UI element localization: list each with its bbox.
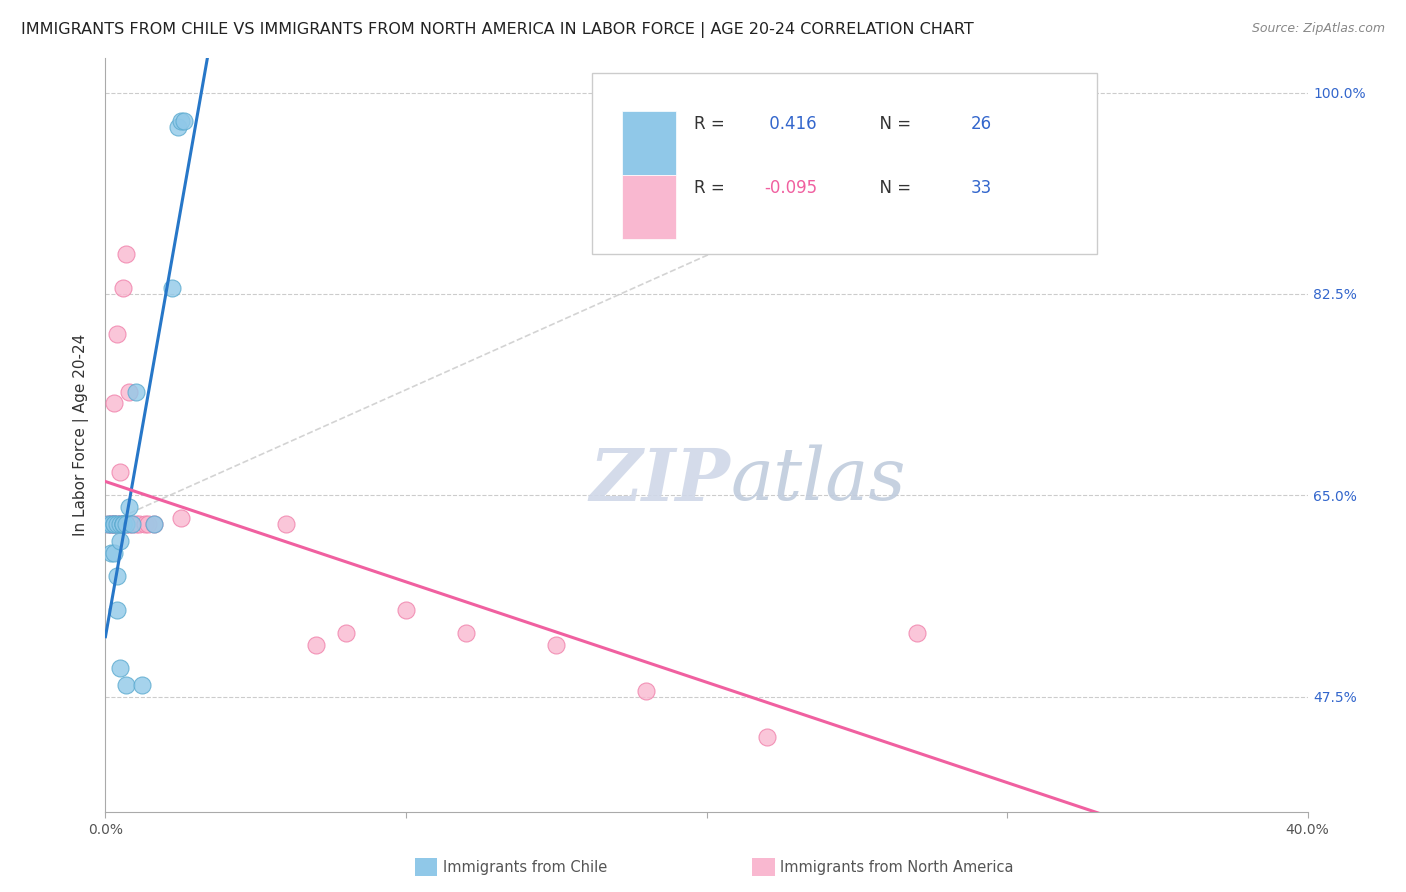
Text: 26: 26 bbox=[972, 114, 993, 133]
Point bbox=[112, 516, 135, 531]
Point bbox=[128, 516, 150, 531]
Point bbox=[97, 516, 120, 531]
Point bbox=[121, 516, 143, 531]
Point bbox=[110, 516, 132, 531]
Point bbox=[107, 516, 129, 531]
Text: atlas: atlas bbox=[731, 445, 905, 516]
Point bbox=[110, 516, 132, 531]
Point bbox=[112, 281, 135, 295]
Point bbox=[110, 516, 132, 531]
Point bbox=[136, 516, 159, 531]
Point bbox=[335, 626, 357, 640]
Text: ZIP: ZIP bbox=[589, 444, 731, 516]
Point bbox=[166, 120, 188, 134]
Text: 0.416: 0.416 bbox=[765, 114, 817, 133]
Point bbox=[118, 516, 141, 531]
Point bbox=[103, 546, 125, 560]
Point bbox=[110, 661, 132, 675]
Point bbox=[110, 465, 132, 479]
Point bbox=[905, 626, 928, 640]
Point bbox=[103, 516, 125, 531]
Text: N =: N = bbox=[869, 178, 917, 196]
Point bbox=[103, 516, 125, 531]
Point bbox=[124, 516, 146, 531]
Point bbox=[142, 516, 165, 531]
Y-axis label: In Labor Force | Age 20-24: In Labor Force | Age 20-24 bbox=[73, 334, 90, 536]
Point bbox=[274, 516, 297, 531]
Point bbox=[142, 516, 165, 531]
Text: Source: ZipAtlas.com: Source: ZipAtlas.com bbox=[1251, 22, 1385, 36]
Point bbox=[305, 638, 328, 652]
Point bbox=[100, 516, 122, 531]
Point bbox=[107, 603, 129, 617]
Point bbox=[115, 516, 138, 531]
Bar bbox=[623, 111, 676, 175]
Text: -0.095: -0.095 bbox=[765, 178, 817, 196]
Point bbox=[103, 516, 125, 531]
Point bbox=[169, 511, 191, 525]
Point bbox=[97, 516, 120, 531]
Text: Immigrants from North America: Immigrants from North America bbox=[780, 860, 1014, 874]
Point bbox=[636, 684, 658, 698]
Point bbox=[173, 114, 195, 128]
Point bbox=[112, 516, 135, 531]
Point bbox=[100, 516, 122, 531]
Point bbox=[131, 678, 153, 692]
Point bbox=[134, 516, 156, 531]
Text: Immigrants from Chile: Immigrants from Chile bbox=[443, 860, 607, 874]
Text: R =: R = bbox=[695, 178, 731, 196]
Text: 33: 33 bbox=[972, 178, 993, 196]
Text: N =: N = bbox=[869, 114, 917, 133]
Point bbox=[100, 516, 122, 531]
Point bbox=[115, 516, 138, 531]
Point bbox=[115, 678, 138, 692]
Point bbox=[115, 246, 138, 260]
Point bbox=[454, 626, 477, 640]
Point bbox=[169, 114, 191, 128]
Point bbox=[124, 384, 146, 399]
Point bbox=[103, 396, 125, 410]
Point bbox=[107, 516, 129, 531]
Point bbox=[395, 603, 418, 617]
Point bbox=[112, 516, 135, 531]
Point bbox=[100, 546, 122, 560]
Point bbox=[112, 516, 135, 531]
Point bbox=[103, 516, 125, 531]
Point bbox=[160, 281, 183, 295]
Point bbox=[110, 534, 132, 549]
Point bbox=[118, 500, 141, 514]
FancyBboxPatch shape bbox=[592, 73, 1097, 254]
Point bbox=[107, 569, 129, 583]
Text: IMMIGRANTS FROM CHILE VS IMMIGRANTS FROM NORTH AMERICA IN LABOR FORCE | AGE 20-2: IMMIGRANTS FROM CHILE VS IMMIGRANTS FROM… bbox=[21, 22, 974, 38]
Point bbox=[546, 638, 568, 652]
Text: R =: R = bbox=[695, 114, 731, 133]
Point bbox=[755, 730, 778, 744]
Point bbox=[121, 516, 143, 531]
Point bbox=[118, 384, 141, 399]
Bar bbox=[623, 175, 676, 239]
Point bbox=[107, 327, 129, 342]
